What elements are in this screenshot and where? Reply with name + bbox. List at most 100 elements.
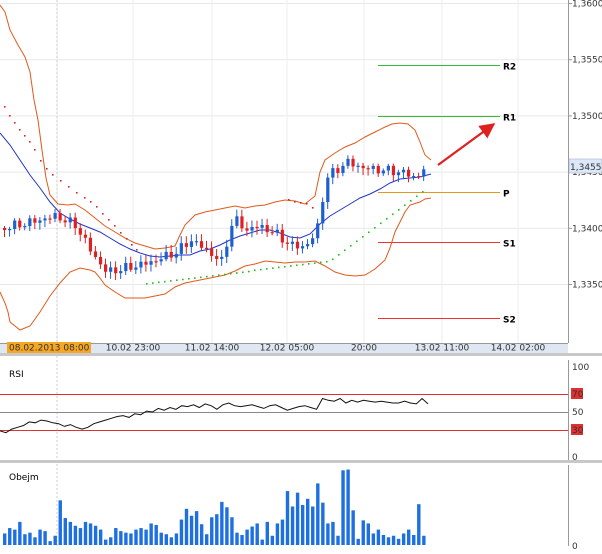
sar-dot xyxy=(19,129,21,131)
rsi-axis-label-box xyxy=(571,424,583,435)
volume-bar xyxy=(210,517,214,545)
bollinger-upper-band xyxy=(0,4,432,250)
volume-bars xyxy=(3,469,426,545)
rsi-axis-label: 0 xyxy=(572,453,578,463)
volume-bar xyxy=(88,523,93,545)
volume-bar xyxy=(154,524,158,545)
volume-bar xyxy=(119,531,123,545)
grid-lines xyxy=(0,0,568,546)
volume-bar xyxy=(311,506,315,545)
panel-divider[interactable] xyxy=(0,460,602,463)
volume-bar xyxy=(285,491,290,545)
volume-bar xyxy=(33,537,37,545)
sar-dot xyxy=(380,222,382,225)
candle-body xyxy=(124,262,128,272)
sar-dot xyxy=(260,268,262,271)
sar-dot xyxy=(46,168,48,170)
current-price-box xyxy=(568,158,602,174)
volume-bar xyxy=(43,531,47,545)
bollinger-bands xyxy=(0,4,432,331)
volume-bar xyxy=(28,532,32,545)
sar-dot xyxy=(176,279,178,281)
highlighted-time-label: 08.02.2013 08:00 xyxy=(9,344,90,354)
rsi-line xyxy=(0,397,429,434)
volume-bar xyxy=(184,508,189,545)
volume-bar xyxy=(8,528,12,545)
candle-body xyxy=(396,172,401,176)
sar-dot xyxy=(288,199,290,201)
candle-body xyxy=(134,267,138,270)
volume-bar xyxy=(275,523,280,545)
candle-body xyxy=(275,229,279,233)
sar-dot xyxy=(52,174,54,176)
volume-bar xyxy=(38,529,42,545)
sar-dot xyxy=(4,106,6,108)
panel-divider[interactable] xyxy=(0,353,602,356)
sar-dot xyxy=(164,280,166,283)
candle-body xyxy=(230,225,234,247)
time-axis: 08.02.2013 08:00 10.02 23:00 11.02 14:00 1… xyxy=(7,342,546,354)
candle-body xyxy=(245,228,249,231)
sar-dot xyxy=(40,160,42,162)
candle-body xyxy=(371,165,375,169)
time-axis-label: 12.02 05:00 xyxy=(260,344,315,354)
candle-body xyxy=(381,170,385,174)
sar-dot xyxy=(170,280,172,282)
rsi-axis-label: 100 xyxy=(572,363,589,373)
candle-body xyxy=(93,251,98,257)
sar-dot xyxy=(68,186,70,188)
volume-bar xyxy=(3,533,7,545)
sar-dot xyxy=(230,272,232,275)
sar-dot xyxy=(224,273,226,276)
rsi-axis-label-box xyxy=(571,388,583,399)
candle-body xyxy=(189,241,194,247)
sar-dot xyxy=(120,232,122,234)
volume-bar xyxy=(225,507,229,545)
candle-body xyxy=(280,229,284,243)
candle-body xyxy=(210,248,214,256)
pivot-label-p: P xyxy=(503,190,510,200)
bollinger-lower-band xyxy=(0,197,432,331)
candle-body xyxy=(109,267,113,272)
sar-dot xyxy=(416,195,418,198)
candle-body xyxy=(205,247,209,250)
sar-dot xyxy=(146,283,148,285)
volume-bar xyxy=(174,533,179,545)
sar-dot xyxy=(326,260,328,263)
sar-dot xyxy=(248,270,250,273)
volume-bar xyxy=(159,532,163,545)
sar-dot xyxy=(131,244,133,246)
volume-bar xyxy=(331,521,335,545)
sar-dot xyxy=(312,207,314,209)
candle-body xyxy=(114,267,118,274)
candle-body xyxy=(194,241,199,243)
sar-dot xyxy=(356,240,358,243)
pivot-label-s1: S1 xyxy=(503,240,516,250)
volume-bar xyxy=(341,470,345,545)
volume-bar xyxy=(179,519,184,545)
volume-bar xyxy=(73,525,78,545)
volume-bar xyxy=(356,538,360,545)
sar-dot xyxy=(242,271,244,274)
candle-body xyxy=(321,202,325,224)
candle-body xyxy=(215,255,219,259)
candle-body xyxy=(331,168,335,178)
candle-body xyxy=(336,168,340,173)
sar-dot xyxy=(314,262,316,264)
volume-bar xyxy=(240,534,244,545)
sar-dot xyxy=(404,204,406,207)
candle-body xyxy=(154,261,158,263)
price-axis-label: 1,3350 xyxy=(572,281,602,291)
sar-dot xyxy=(272,267,274,269)
price-axis-label: 1,3600 xyxy=(572,0,602,10)
candle-body xyxy=(290,241,295,244)
volume-bar xyxy=(361,520,365,545)
volume-bar xyxy=(48,541,52,545)
sar-dot xyxy=(308,263,310,265)
candle-body xyxy=(260,225,264,228)
rsi-panel xyxy=(0,356,602,460)
volume-bar xyxy=(13,529,17,545)
volume-bar xyxy=(376,529,381,545)
sar-dot xyxy=(152,282,154,284)
